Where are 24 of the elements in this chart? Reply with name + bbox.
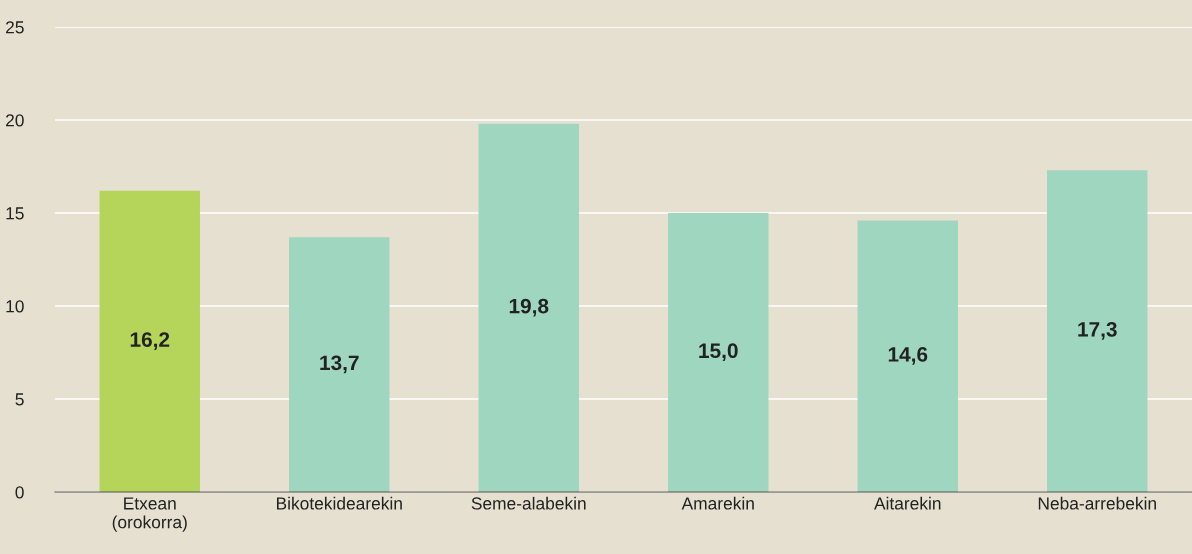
x-tick-label: Amarekin	[681, 496, 754, 510]
y-tick-label: 20	[6, 114, 24, 127]
x-tick-label: Bikotekidearekin	[276, 496, 402, 510]
x-tick-label: Etxean (orokorra)	[112, 497, 187, 532]
bar	[289, 237, 390, 492]
data-label: 14,6	[888, 347, 928, 365]
data-label: 13,7	[320, 355, 359, 374]
x-tick-label: Seme-alabekin	[471, 496, 586, 510]
data-label: 17,3	[1078, 321, 1117, 340]
x-tick-label: Aitarekin	[874, 496, 941, 510]
bar	[1047, 170, 1148, 492]
x-tick-label: Neba-arrebekin	[1038, 496, 1156, 510]
bar	[857, 220, 958, 492]
data-label: 15,0	[699, 343, 738, 362]
data-label: 16,2	[130, 332, 170, 350]
bar	[478, 123, 579, 492]
y-tick-label: 10	[6, 300, 24, 313]
y-tick-label: 5	[15, 393, 24, 406]
y-tick-label: 25	[6, 21, 24, 34]
y-tick-label: 15	[6, 207, 24, 220]
data-label: 19,8	[509, 298, 549, 317]
y-tick-label: 0	[15, 486, 24, 499]
bar	[668, 213, 769, 492]
bar	[99, 190, 200, 492]
